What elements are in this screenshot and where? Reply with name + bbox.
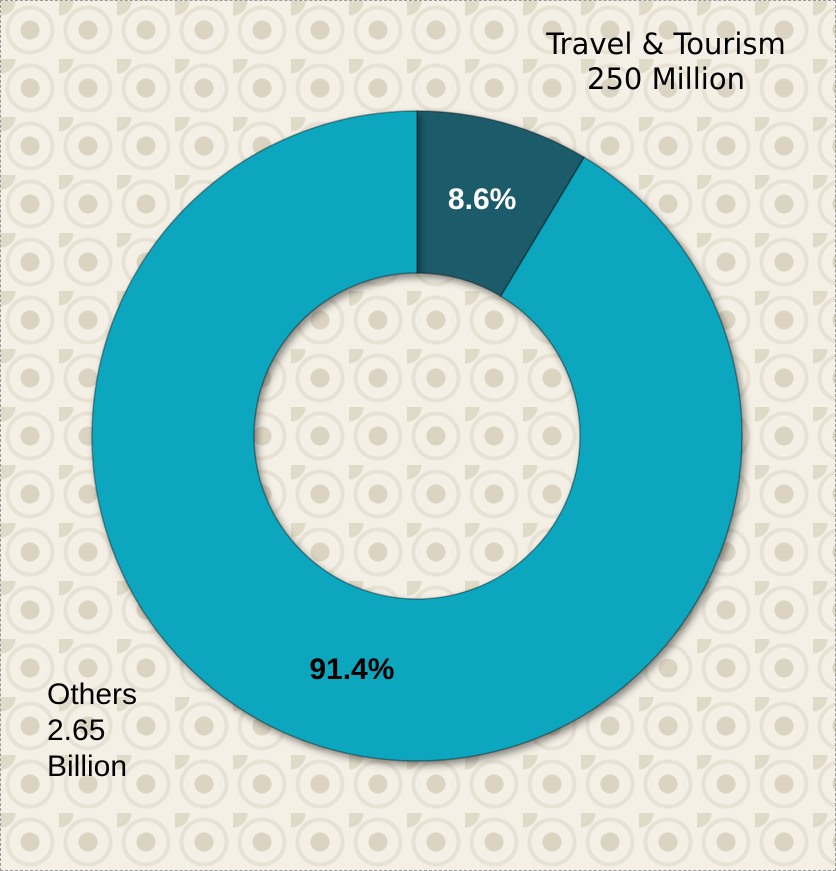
annotation: 2.65 Billion bbox=[47, 714, 128, 783]
slice-label: Travel & Tourism 250 Million bbox=[521, 27, 811, 97]
value-label: 91.4% bbox=[309, 653, 394, 686]
annotation: 250 Million bbox=[587, 61, 745, 96]
category-label: Travel & Tourism bbox=[546, 27, 786, 61]
slice-label: Others 2.65 Billion bbox=[47, 677, 167, 785]
value-label: 8.6% bbox=[448, 183, 516, 216]
donut-slice bbox=[91, 110, 743, 762]
category-label: Others bbox=[47, 678, 138, 711]
